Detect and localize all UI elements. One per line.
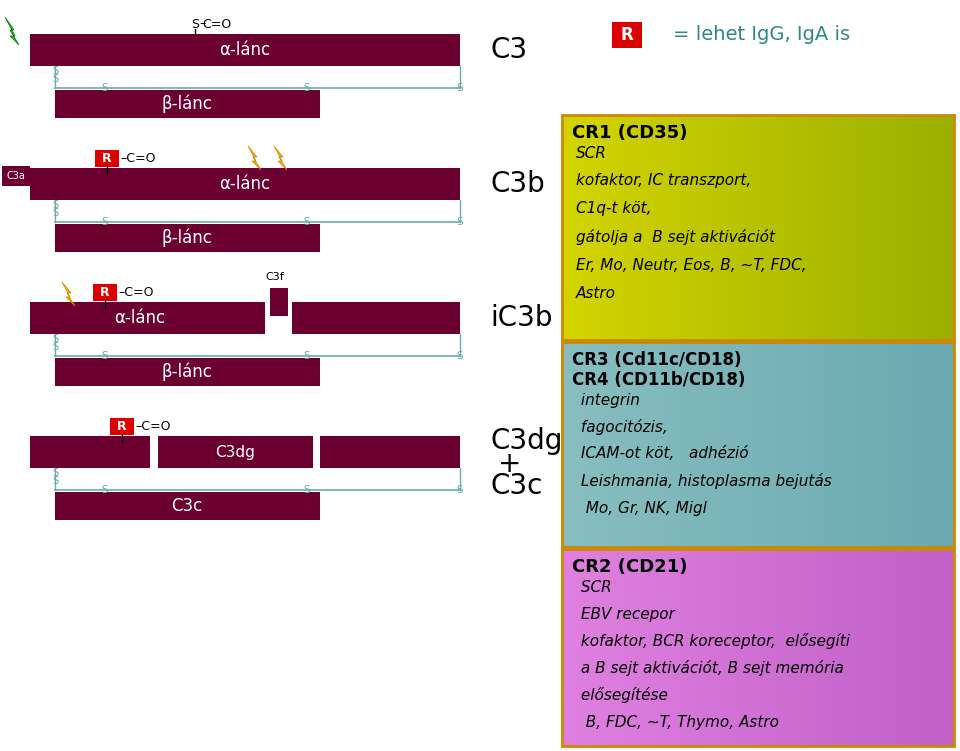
- Text: S: S: [457, 217, 464, 227]
- Bar: [292, 302, 460, 334]
- Text: CR4 (CD11b/CD18): CR4 (CD11b/CD18): [572, 371, 745, 389]
- Text: α-lánc: α-lánc: [220, 41, 271, 59]
- Text: SCR: SCR: [576, 146, 607, 161]
- Bar: [30, 302, 265, 334]
- Text: α-lánc: α-lánc: [114, 309, 165, 327]
- Text: R: R: [100, 285, 109, 298]
- Bar: [30, 436, 150, 468]
- Text: R: R: [117, 420, 127, 433]
- Text: = lehet IgG, IgA is: = lehet IgG, IgA is: [673, 26, 851, 44]
- Text: S: S: [52, 208, 58, 218]
- Text: CR2 (CD21): CR2 (CD21): [572, 558, 687, 576]
- Bar: [95, 150, 119, 167]
- Text: S: S: [52, 342, 58, 352]
- Text: C3f: C3f: [266, 272, 284, 282]
- Text: –: –: [200, 17, 206, 31]
- Bar: [110, 418, 134, 435]
- Text: S: S: [102, 485, 108, 495]
- Text: C3: C3: [490, 36, 527, 64]
- Text: Astro: Astro: [576, 285, 616, 300]
- Text: C=O: C=O: [203, 17, 231, 31]
- Text: S: S: [303, 351, 310, 361]
- Text: C3c: C3c: [172, 497, 203, 515]
- Text: S: S: [52, 200, 58, 210]
- Text: S: S: [52, 476, 58, 486]
- Text: S: S: [303, 485, 310, 495]
- Text: –C=O: –C=O: [118, 285, 154, 298]
- Text: C3c: C3c: [490, 472, 542, 500]
- Text: β-lánc: β-lánc: [161, 363, 212, 382]
- Bar: [270, 288, 288, 316]
- Text: β-lánc: β-lánc: [161, 95, 212, 113]
- Text: S: S: [457, 351, 464, 361]
- Text: S: S: [52, 66, 58, 76]
- Bar: [55, 492, 320, 520]
- Text: S: S: [102, 351, 108, 361]
- Text: S: S: [52, 468, 58, 478]
- Text: kofaktor, BCR koreceptor,  elősegíti: kofaktor, BCR koreceptor, elősegíti: [576, 633, 850, 649]
- Text: S: S: [457, 485, 464, 495]
- Text: CR1 (CD35): CR1 (CD35): [572, 124, 687, 142]
- Text: S: S: [52, 334, 58, 344]
- Text: –C=O: –C=O: [135, 420, 171, 433]
- Bar: [562, 342, 954, 547]
- Bar: [55, 358, 320, 386]
- Text: B, FDC, ~T, Thymo, Astro: B, FDC, ~T, Thymo, Astro: [576, 714, 779, 729]
- Text: a B sejt aktivációt, B sejt memória: a B sejt aktivációt, B sejt memória: [576, 660, 844, 676]
- Text: –C=O: –C=O: [120, 152, 156, 164]
- Text: C1q-t köt,: C1q-t köt,: [576, 201, 652, 216]
- Polygon shape: [248, 146, 261, 170]
- Text: EBV recepor: EBV recepor: [576, 607, 675, 622]
- Bar: [320, 436, 460, 468]
- Bar: [93, 284, 117, 301]
- Text: +: +: [498, 450, 521, 478]
- Text: Er, Mo, Neutr, Eos, B, ~T, FDC,: Er, Mo, Neutr, Eos, B, ~T, FDC,: [576, 258, 806, 273]
- Text: kofaktor, IC transzport,: kofaktor, IC transzport,: [576, 173, 752, 189]
- Text: α-lánc: α-lánc: [220, 175, 271, 193]
- Text: fagocitózis,: fagocitózis,: [576, 419, 668, 435]
- Text: Leishmania, histoplasma bejutás: Leishmania, histoplasma bejutás: [576, 473, 831, 489]
- Bar: [2, 166, 30, 186]
- Text: C3dg: C3dg: [215, 445, 255, 460]
- Text: iC3b: iC3b: [490, 304, 553, 332]
- Bar: [30, 34, 460, 66]
- Polygon shape: [274, 146, 287, 170]
- Text: integrin: integrin: [576, 393, 640, 408]
- Polygon shape: [62, 282, 75, 306]
- Bar: [612, 22, 642, 48]
- Bar: [55, 90, 320, 118]
- Polygon shape: [5, 17, 19, 45]
- Bar: [158, 436, 313, 468]
- Text: R: R: [102, 152, 111, 164]
- Text: elősegítése: elősegítése: [576, 687, 668, 703]
- Text: CR3 (Cd11c/CD18): CR3 (Cd11c/CD18): [572, 351, 741, 369]
- Text: S: S: [303, 83, 310, 93]
- Text: C3a: C3a: [7, 171, 25, 181]
- Text: S: S: [102, 217, 108, 227]
- Text: S: S: [303, 217, 310, 227]
- Text: S: S: [457, 83, 464, 93]
- Text: S: S: [102, 83, 108, 93]
- Text: gátolja a  B sejt aktivációt: gátolja a B sejt aktivációt: [576, 229, 775, 245]
- Bar: [562, 115, 954, 340]
- Text: C3b: C3b: [490, 170, 544, 198]
- Text: Mo, Gr, NK, Migl: Mo, Gr, NK, Migl: [576, 500, 707, 515]
- Text: S: S: [52, 74, 58, 84]
- Text: β-lánc: β-lánc: [161, 229, 212, 247]
- Text: SCR: SCR: [576, 580, 612, 595]
- Bar: [30, 168, 460, 200]
- Text: C3dg: C3dg: [490, 427, 563, 455]
- Bar: [55, 224, 320, 252]
- Text: R: R: [620, 26, 634, 44]
- Bar: [562, 549, 954, 746]
- Text: ICAM-ot köt,   adhézió: ICAM-ot köt, adhézió: [576, 447, 749, 462]
- Text: S: S: [191, 17, 199, 31]
